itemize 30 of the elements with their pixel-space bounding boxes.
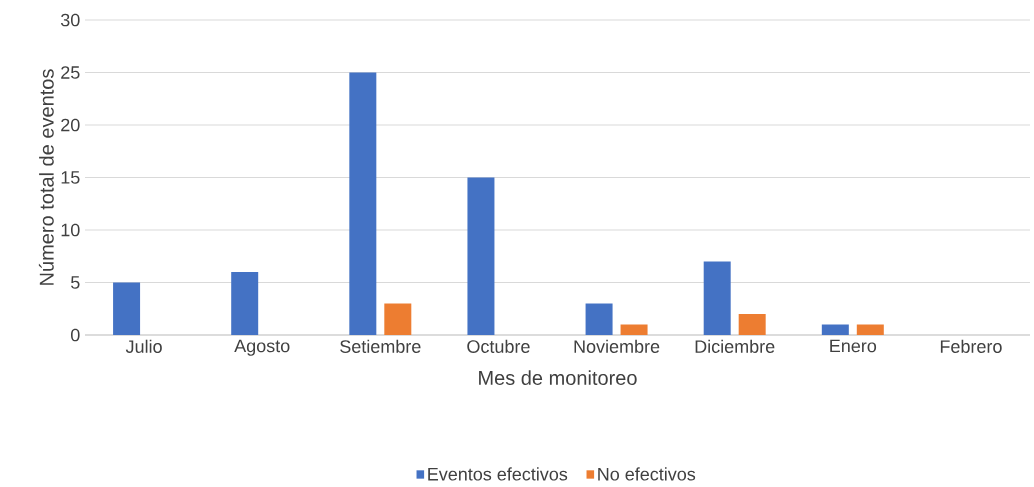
y-axis-title: Número total de eventos [38,69,54,285]
bar [585,303,613,335]
y-tick-label: 15 [61,171,80,184]
y-tick-label: 20 [61,118,80,132]
y-tick-label: 30 [60,13,80,27]
bar [856,324,884,335]
bar [231,272,259,335]
y-tick-label: 25 [61,66,80,79]
bar [703,261,731,335]
y-tick-label: 0 [71,328,80,342]
bar [467,177,495,335]
legend-label: No efectivos [598,467,696,481]
bar [349,72,377,335]
x-tick-label: Agosto [234,339,290,356]
y-tick-label: 5 [71,276,80,289]
x-tick-label: Diciembre [695,339,775,353]
x-tick-label: Noviembre [574,339,660,353]
bar [113,282,141,335]
x-tick-label: Julio [125,339,162,353]
x-tick-label: Enero [830,339,877,353]
x-tick-label: Febrero [940,339,1002,353]
bar [620,324,648,335]
x-tick-label: Setiembre [340,339,421,353]
x-tick-label: Octubre [467,339,530,353]
bar [384,303,412,335]
bar [821,324,849,335]
legend-label: Eventos efectivos [428,467,568,481]
bar [738,314,766,335]
y-tick-label: 10 [61,223,80,237]
x-axis-title: Mes de monitoreo [479,370,637,385]
